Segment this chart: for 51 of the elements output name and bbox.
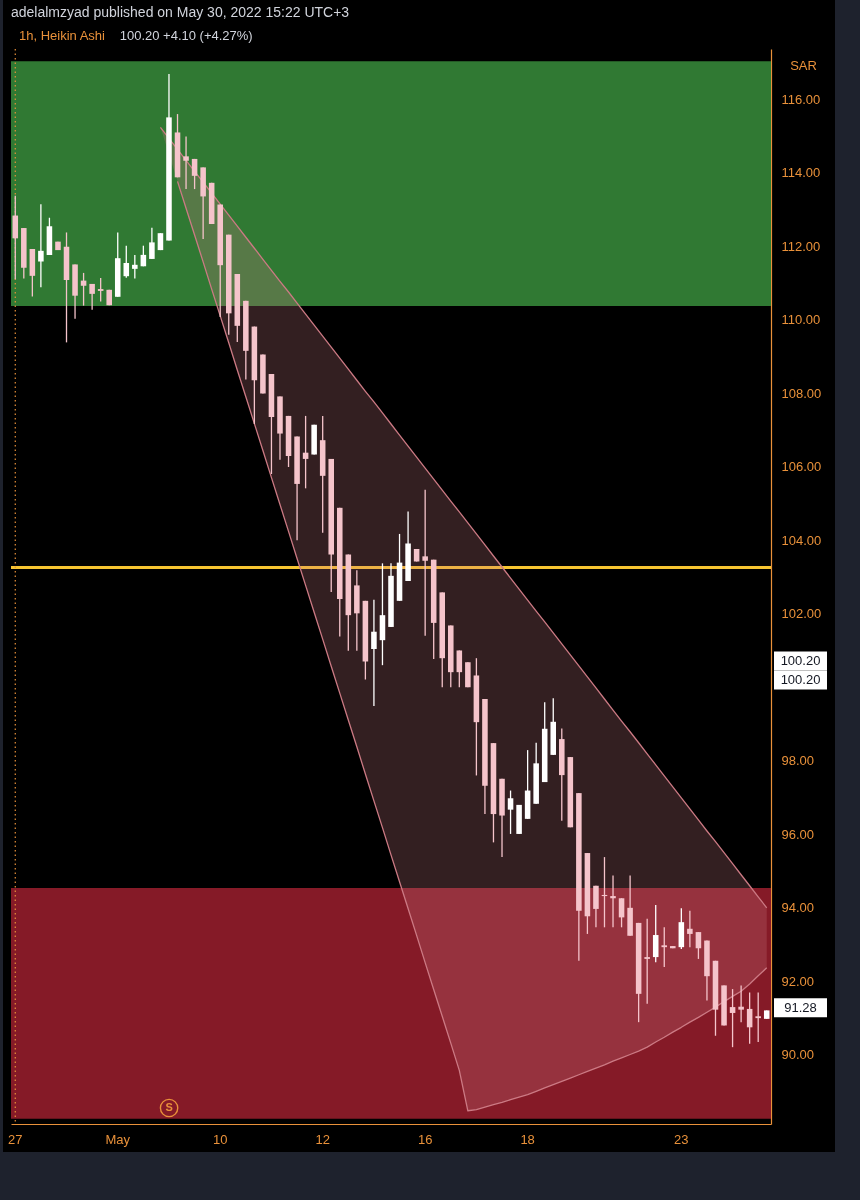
y-tick-label: 104.00: [781, 532, 822, 548]
candlestick: [422, 489, 428, 637]
x-tick-label: May: [105, 1131, 131, 1147]
candlestick: [661, 926, 668, 968]
chart-title: 1h, Heikin Ashi: [19, 28, 106, 43]
candlestick: [183, 135, 189, 190]
candlestick: [12, 195, 19, 280]
candlestick: [593, 885, 599, 928]
candlestick: [132, 254, 138, 280]
x-tick-label: 16: [417, 1131, 433, 1147]
candlestick: [149, 227, 155, 260]
y-tick-label: 112.00: [781, 238, 821, 254]
candlestick: [97, 277, 104, 303]
x-tick-label: 27: [8, 1131, 23, 1147]
x-tick-label: 18: [520, 1131, 535, 1147]
y-tick-label: 94.00: [781, 900, 815, 916]
candlestick: [687, 910, 693, 948]
candlestick: [507, 789, 514, 835]
candlestick: [89, 283, 95, 311]
x-tick-label: 10: [212, 1131, 228, 1147]
y-tick-label: 92.00: [781, 973, 815, 989]
y-tick-label: 98.00: [781, 753, 815, 769]
line-series: [159, 126, 768, 909]
candlestick: [618, 897, 625, 928]
y-tick-label: 110.00: [781, 312, 821, 328]
text: 100.20: [780, 652, 821, 668]
y-tick-label: 106.00: [781, 459, 822, 475]
candlestick: [644, 918, 650, 1005]
x-tick-label: 12: [315, 1131, 330, 1147]
candlestick: [755, 991, 761, 1043]
candlestick: [191, 158, 198, 190]
x-tick-label: 23: [674, 1131, 689, 1147]
y-tick-label: 96.00: [781, 826, 815, 842]
y-tick-label: 90.00: [781, 1047, 815, 1063]
candlestick: [456, 649, 463, 688]
candlestick: [371, 599, 377, 707]
text: adelalmzyad published on May 30, 2022 15:22 UTC+3: [11, 4, 350, 20]
y-tick-label: 102.00: [781, 606, 822, 622]
candlestick: [729, 988, 736, 1048]
candlestick: [652, 904, 659, 963]
annotation: S: [165, 1101, 173, 1113]
text: 100.20: [780, 671, 821, 687]
chart-subtitle: 100.20 +4.10 (+4.27%): [119, 28, 253, 43]
candlestick: [738, 984, 744, 1023]
y-tick-label: 108.00: [781, 385, 822, 401]
y-tick-label: 114.00: [781, 165, 821, 181]
candlestick: [610, 874, 616, 928]
y-axis-title: SAR: [790, 57, 817, 73]
y-tick-label: 116.00: [781, 91, 821, 107]
text: 91.28: [784, 999, 817, 1015]
candlestick: [38, 203, 44, 288]
